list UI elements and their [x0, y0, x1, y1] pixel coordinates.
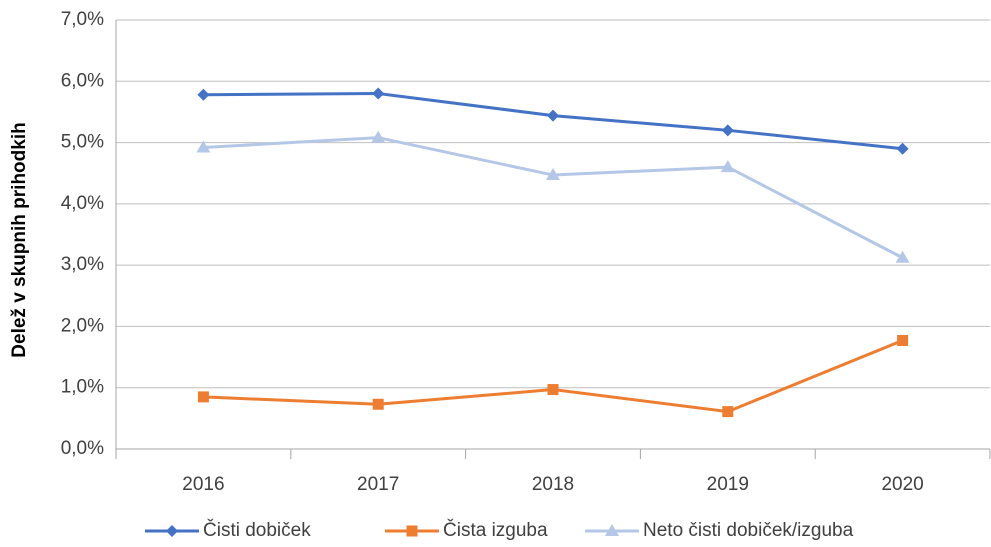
point — [371, 130, 386, 143]
point — [721, 124, 734, 137]
point — [196, 140, 211, 153]
point — [197, 391, 209, 403]
y-tick-label: 7,0% — [61, 9, 104, 30]
y-tick-label: 0,0% — [61, 438, 104, 459]
x-tick-label: 2017 — [357, 474, 399, 495]
point — [720, 160, 735, 173]
x-tick-label: 2020 — [881, 474, 923, 495]
x-tick-label: 2019 — [707, 474, 749, 495]
y-tick-label: 4,0% — [61, 193, 104, 214]
legend-marker — [166, 525, 178, 537]
y-axis-label: Delež v skupnih prihodkih — [9, 122, 30, 357]
legend-marker — [605, 524, 619, 536]
point — [897, 335, 909, 347]
x-tick-label: 2018 — [532, 474, 574, 495]
y-tick-label: 6,0% — [61, 70, 104, 91]
y-tick-label: 1,0% — [61, 377, 104, 398]
point — [896, 142, 909, 155]
y-tick-label: 3,0% — [61, 254, 104, 275]
series-line — [203, 136, 904, 260]
legend-label: Čisti dobiček — [203, 519, 311, 541]
point — [372, 398, 384, 410]
point — [197, 88, 210, 101]
point — [547, 384, 559, 396]
point — [722, 406, 734, 418]
point — [547, 109, 559, 122]
y-tick-label: 2,0% — [61, 315, 104, 336]
legend-marker — [406, 525, 418, 537]
legend-label: Čista izguba — [443, 519, 548, 541]
legend-label: Neto čisti dobiček/izguba — [643, 520, 854, 541]
point — [895, 250, 910, 263]
point — [372, 87, 385, 100]
y-tick-label: 5,0% — [61, 132, 104, 153]
series-line — [203, 339, 904, 414]
point — [546, 168, 560, 181]
x-tick-label: 2016 — [182, 474, 224, 495]
